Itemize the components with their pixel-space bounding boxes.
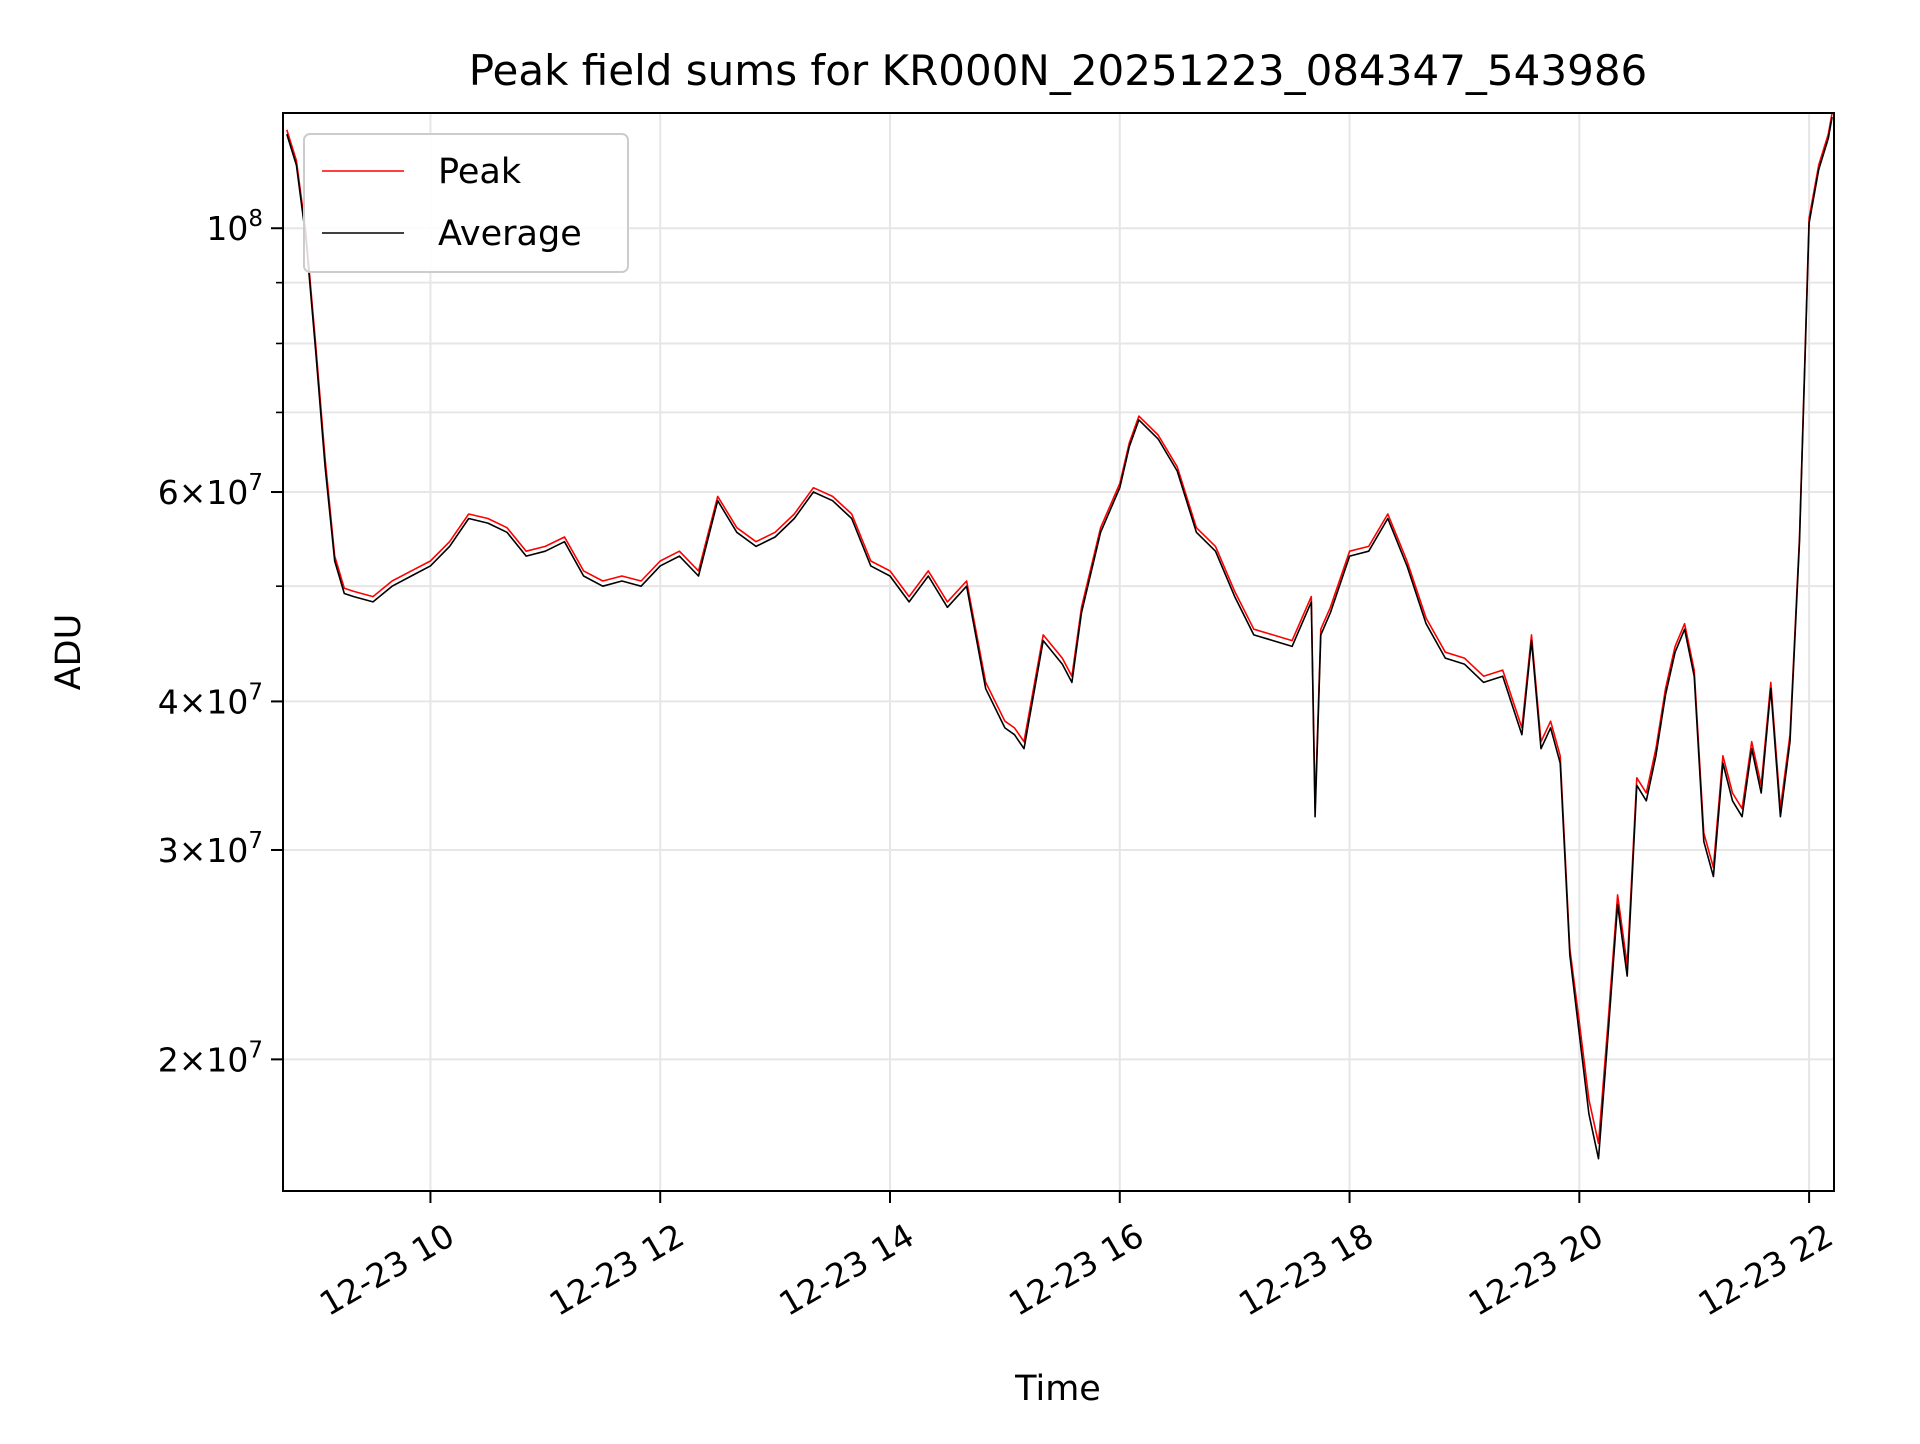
chart-title: Peak field sums for KR000N_20251223_0843…	[469, 46, 1648, 95]
series-layer	[286, 113, 1833, 1160]
y-axis: 2×107 3×107 4×107 6×107 108	[158, 206, 283, 1079]
y-tick-mantissa: 3	[158, 831, 179, 870]
legend: Peak Average	[303, 133, 629, 273]
y-tick-exponent: 7	[248, 679, 263, 705]
y-tick-label: 3×107	[158, 828, 263, 870]
y-tick-mantissa: 6	[158, 473, 179, 512]
y-tick-exponent: 7	[248, 828, 263, 854]
series-line-peak	[286, 113, 1833, 1145]
legend-label-average: Average	[438, 214, 582, 254]
y-tick-mantissa: 4	[158, 682, 179, 721]
y-tick-mantissa: 2	[158, 1040, 179, 1079]
plot-frame	[282, 112, 1835, 1192]
y-tick-label: 2×107	[158, 1037, 263, 1079]
y-tick-exponent: 8	[248, 206, 263, 232]
y-tick-label: 108	[206, 206, 263, 248]
y-tick-exponent: 7	[248, 1037, 263, 1063]
legend-box	[303, 133, 629, 273]
x-axis-label: Time	[1014, 1369, 1101, 1409]
series-line-average	[286, 116, 1833, 1160]
y-axis-label: ADU	[49, 614, 89, 691]
y-tick-label: 4×107	[158, 679, 263, 721]
y-tick-exponent: 7	[248, 470, 263, 496]
legend-label-peak: Peak	[438, 152, 522, 192]
y-tick-label: 6×107	[158, 470, 263, 512]
